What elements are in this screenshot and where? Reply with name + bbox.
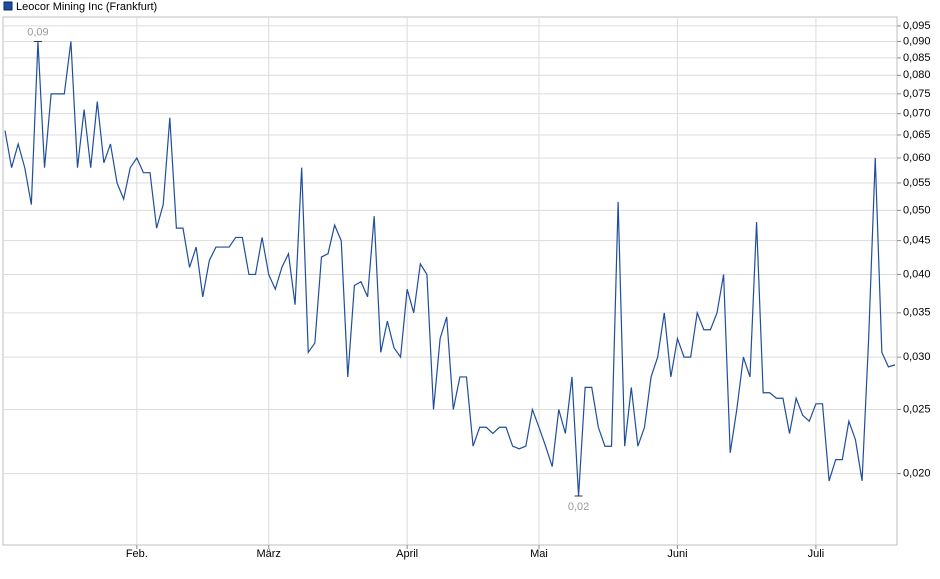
- x-tick-label: März: [256, 548, 280, 560]
- y-tick-label: 0,085: [903, 52, 931, 64]
- y-tick-label: 0,035: [903, 307, 931, 319]
- y-tick-label: 0,090: [903, 35, 931, 47]
- x-tick-label: Juni: [667, 548, 687, 560]
- y-tick-label: 0,020: [903, 468, 931, 480]
- y-tick-label: 0,055: [903, 177, 931, 189]
- annotation-label: 0,09: [27, 26, 48, 38]
- legend-swatch: [3, 1, 13, 11]
- price-line: [4, 41, 896, 497]
- y-tick-label: 0,095: [903, 20, 931, 32]
- annotation-label: 0,02: [568, 501, 589, 513]
- x-tick-label: Mai: [530, 548, 548, 560]
- x-tick-label: Juli: [808, 548, 825, 560]
- y-tick-label: 0,025: [903, 403, 931, 415]
- y-tick-label: 0,045: [903, 235, 931, 247]
- y-tick-label: 0,040: [903, 268, 931, 280]
- y-tick-label: 0,080: [903, 69, 931, 81]
- plot-area: [2, 16, 898, 546]
- x-tick-label: April: [396, 548, 418, 560]
- y-tick-label: 0,065: [903, 129, 931, 141]
- y-tick-label: 0,030: [903, 351, 931, 363]
- legend-label: Leocor Mining Inc (Frankfurt): [16, 1, 157, 13]
- y-tick-label: 0,075: [903, 88, 931, 100]
- y-tick-label: 0,050: [903, 204, 931, 216]
- y-tick-label: 0,060: [903, 152, 931, 164]
- y-tick-label: 0,070: [903, 108, 931, 120]
- x-tick-label: Feb.: [126, 548, 148, 560]
